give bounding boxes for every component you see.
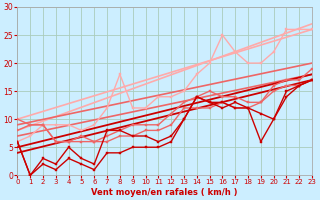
X-axis label: Vent moyen/en rafales ( km/h ): Vent moyen/en rafales ( km/h ) [92,188,238,197]
